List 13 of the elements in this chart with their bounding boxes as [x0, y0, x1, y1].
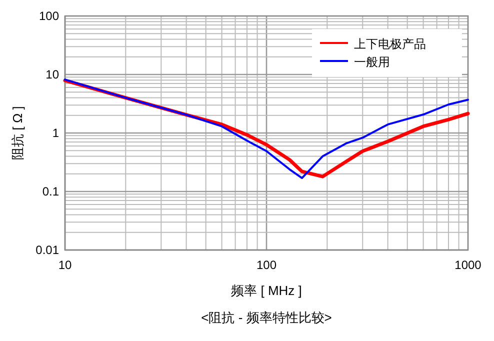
x-axis-title: 频率 [ MHz ] [231, 283, 302, 298]
x-tick-label: 10 [58, 258, 72, 272]
y-tick-label: 1 [52, 126, 60, 140]
y-tick-label: 10 [46, 68, 60, 82]
x-tick-label: 1000 [454, 258, 482, 272]
x-tick-label: 100 [256, 258, 277, 272]
y-tick-label: 100 [38, 9, 60, 23]
y-tick-label: 0.1 [42, 184, 60, 198]
y-tick-label: 0.01 [36, 243, 60, 257]
text: <阻抗 - 频率特性比较> [201, 310, 332, 325]
y-axis-title: 阻抗 [ Ω ] [10, 106, 25, 160]
legend-label: 一般用 [354, 55, 390, 69]
legend-label: 上下电极产品 [354, 37, 426, 51]
